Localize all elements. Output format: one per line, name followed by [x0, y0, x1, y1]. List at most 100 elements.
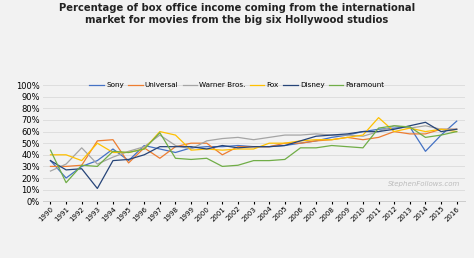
Universal: [47, 165, 53, 168]
Warner Bros.: [94, 163, 100, 166]
Paramount: [329, 144, 335, 147]
Paramount: [251, 159, 256, 162]
Universal: [282, 142, 288, 145]
Sony: [47, 159, 53, 162]
Universal: [438, 128, 444, 131]
Universal: [219, 153, 225, 156]
Fox: [345, 136, 350, 139]
Universal: [251, 145, 256, 148]
Sony: [282, 144, 288, 147]
Universal: [126, 162, 131, 165]
Line: Sony: Sony: [50, 121, 457, 178]
Warner Bros.: [423, 124, 428, 127]
Paramount: [392, 124, 397, 127]
Fox: [235, 147, 241, 150]
Fox: [79, 159, 84, 162]
Fox: [63, 153, 69, 156]
Paramount: [235, 164, 241, 167]
Warner Bros.: [235, 136, 241, 139]
Disney: [47, 159, 53, 162]
Warner Bros.: [392, 124, 397, 127]
Fox: [94, 142, 100, 145]
Universal: [407, 132, 413, 135]
Paramount: [298, 146, 303, 149]
Universal: [329, 138, 335, 141]
Fox: [157, 130, 163, 133]
Sony: [63, 176, 69, 180]
Paramount: [63, 181, 69, 184]
Warner Bros.: [63, 163, 69, 166]
Paramount: [345, 145, 350, 148]
Disney: [63, 168, 69, 172]
Universal: [266, 145, 272, 148]
Fox: [360, 134, 366, 137]
Warner Bros.: [345, 134, 350, 137]
Paramount: [360, 146, 366, 149]
Paramount: [126, 151, 131, 154]
Warner Bros.: [360, 135, 366, 138]
Sony: [454, 119, 460, 123]
Sony: [141, 144, 147, 147]
Warner Bros.: [329, 134, 335, 137]
Paramount: [110, 150, 116, 153]
Disney: [407, 124, 413, 127]
Fox: [313, 138, 319, 141]
Warner Bros.: [251, 138, 256, 141]
Warner Bros.: [157, 134, 163, 137]
Disney: [438, 130, 444, 133]
Text: StephenFollows.com: StephenFollows.com: [388, 181, 460, 187]
Disney: [157, 145, 163, 148]
Disney: [79, 167, 84, 170]
Sony: [329, 136, 335, 139]
Warner Bros.: [313, 132, 319, 135]
Fox: [110, 151, 116, 154]
Fox: [126, 151, 131, 154]
Warner Bros.: [438, 128, 444, 131]
Universal: [360, 138, 366, 141]
Paramount: [438, 134, 444, 137]
Disney: [454, 128, 460, 131]
Disney: [360, 130, 366, 133]
Sony: [235, 144, 241, 147]
Disney: [204, 147, 210, 150]
Disney: [282, 144, 288, 147]
Disney: [392, 128, 397, 131]
Sony: [219, 145, 225, 148]
Sony: [423, 150, 428, 153]
Fox: [47, 153, 53, 156]
Universal: [345, 136, 350, 139]
Line: Warner Bros.: Warner Bros.: [50, 126, 457, 171]
Sony: [126, 159, 131, 162]
Line: Fox: Fox: [50, 118, 457, 160]
Disney: [423, 121, 428, 124]
Warner Bros.: [204, 139, 210, 142]
Disney: [110, 159, 116, 162]
Disney: [219, 144, 225, 147]
Fox: [423, 130, 428, 133]
Warner Bros.: [376, 130, 382, 133]
Sony: [204, 145, 210, 148]
Disney: [173, 145, 178, 148]
Disney: [141, 153, 147, 156]
Universal: [313, 139, 319, 142]
Line: Paramount: Paramount: [50, 126, 457, 183]
Sony: [298, 142, 303, 145]
Warner Bros.: [47, 170, 53, 173]
Warner Bros.: [282, 134, 288, 137]
Paramount: [94, 165, 100, 168]
Universal: [298, 142, 303, 145]
Warner Bros.: [188, 147, 194, 150]
Disney: [126, 158, 131, 161]
Universal: [141, 146, 147, 149]
Sony: [360, 130, 366, 133]
Fox: [376, 116, 382, 119]
Fox: [282, 142, 288, 145]
Sony: [438, 134, 444, 137]
Fox: [438, 128, 444, 131]
Sony: [313, 139, 319, 142]
Universal: [204, 142, 210, 145]
Universal: [173, 145, 178, 148]
Line: Disney: Disney: [50, 122, 457, 188]
Universal: [94, 139, 100, 142]
Universal: [235, 145, 241, 148]
